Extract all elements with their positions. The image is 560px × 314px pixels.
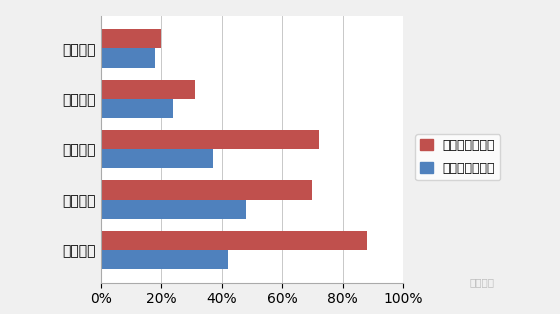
- Legend: 二级建造师涨幅, 一级建造师涨幅: 二级建造师涨幅, 一级建造师涨幅: [415, 134, 500, 180]
- Bar: [101, 231, 367, 250]
- Bar: [101, 180, 312, 199]
- Bar: [101, 29, 161, 48]
- Text: 筑龙施工: 筑龙施工: [469, 278, 494, 288]
- Bar: [101, 48, 155, 68]
- Bar: [101, 80, 194, 99]
- Bar: [101, 149, 213, 168]
- Bar: [101, 199, 246, 219]
- Bar: [101, 250, 228, 269]
- Bar: [101, 130, 319, 149]
- Bar: [101, 99, 174, 118]
